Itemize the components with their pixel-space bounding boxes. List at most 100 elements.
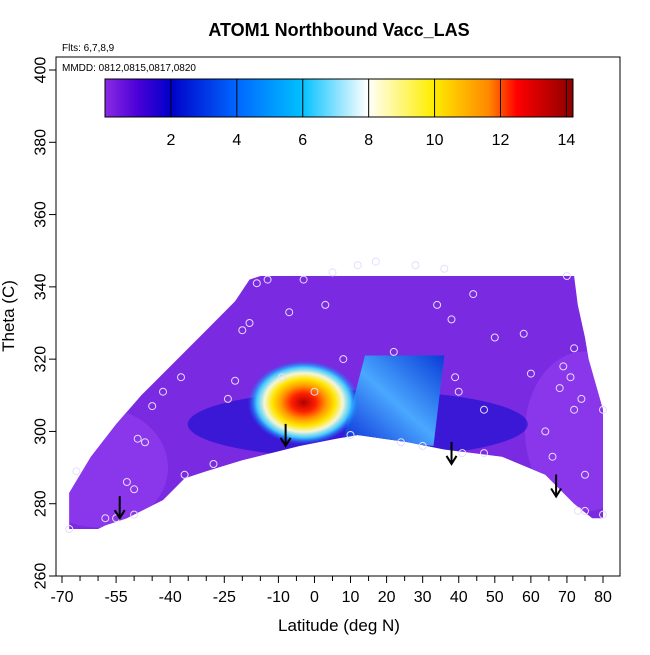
sample-points — [65, 257, 607, 533]
x-tick-label: 50 — [486, 589, 504, 606]
field-shading-left — [69, 407, 169, 528]
sample-point — [581, 506, 589, 515]
colorbar-tick-label: 2 — [166, 132, 175, 149]
colorbar-tick-label: 14 — [558, 132, 576, 149]
sample-point — [573, 506, 582, 515]
sample-point — [526, 369, 535, 378]
sample-point — [148, 402, 157, 411]
sample-point — [130, 485, 139, 494]
secondary-feature — [343, 355, 445, 446]
plot-frame — [55, 56, 621, 577]
sample-point — [245, 319, 254, 327]
colorbar-tick-label: 8 — [364, 132, 373, 149]
sample-point — [180, 470, 189, 479]
sample-point — [72, 467, 81, 476]
colorbar-tick-label: 10 — [426, 132, 444, 149]
sample-point — [389, 347, 398, 356]
sample-point — [570, 405, 579, 414]
colorbar-fill — [104, 78, 574, 118]
sample-point — [480, 405, 488, 414]
data-field — [69, 276, 603, 529]
sample-point — [252, 279, 261, 288]
sample-point — [101, 514, 110, 523]
sample-point — [346, 431, 355, 439]
y-tick-label: 280 — [33, 490, 50, 517]
sample-point — [469, 290, 478, 299]
sample-point — [433, 300, 442, 309]
sample-point — [451, 373, 460, 382]
x-tick-label: 60 — [522, 589, 540, 606]
sample-point — [480, 449, 488, 458]
arrow-markers — [113, 423, 562, 521]
sample-point — [223, 394, 232, 403]
x-tick-label: -10 — [267, 589, 290, 606]
sample-point — [130, 510, 139, 519]
colorbar-tick-label: 12 — [492, 132, 510, 149]
sample-point — [321, 300, 330, 309]
sample-point — [454, 387, 463, 396]
y-tick-label: 400 — [33, 57, 50, 84]
sample-point — [278, 373, 286, 382]
sample-point — [577, 394, 586, 403]
sample-point — [555, 384, 564, 393]
sample-point — [159, 387, 167, 396]
y-tick-label: 360 — [33, 201, 50, 228]
y-tick-label: 260 — [33, 563, 50, 590]
y-axis: 260 280 300 320 340 360 380 400 — [33, 57, 56, 590]
sample-point — [141, 438, 149, 447]
y-tick-label: 300 — [33, 418, 50, 445]
x-tick-label: 30 — [414, 589, 432, 606]
sample-point — [122, 478, 131, 486]
chart-title: ATOM1 Northbound Vacc_LAS — [208, 20, 469, 40]
sample-point — [65, 525, 74, 533]
x-tick-label: -25 — [213, 589, 236, 606]
sample-point — [310, 387, 319, 396]
x-tick-label: 20 — [378, 589, 396, 606]
sample-point — [440, 264, 449, 273]
arrow-marker — [445, 441, 458, 466]
x-tick-label: 70 — [558, 589, 576, 606]
sample-point — [519, 329, 528, 338]
sample-point — [566, 373, 575, 382]
sample-point — [231, 376, 240, 385]
dates-annotation: MMDD: 0812,0815,0817,0820 — [62, 63, 196, 74]
y-tick-label: 340 — [33, 273, 50, 300]
flights-annotation: Flts: 6,7,8,9 — [62, 43, 115, 54]
sample-point — [397, 438, 405, 447]
sample-point — [328, 268, 337, 277]
sample-point — [562, 272, 571, 280]
sample-point — [599, 510, 607, 519]
sample-point — [339, 355, 348, 364]
x-tick-label: -40 — [159, 589, 182, 606]
y-tick-label: 320 — [33, 346, 50, 373]
x-axis-label: Latitude (deg N) — [278, 616, 400, 635]
x-tick-label: 40 — [450, 589, 468, 606]
colorbar: 2 4 6 8 10 12 14 — [104, 78, 576, 149]
sample-point — [548, 452, 557, 461]
y-tick-label: 380 — [33, 129, 50, 156]
arrow-marker — [279, 423, 292, 448]
sample-point — [418, 441, 427, 450]
sample-point — [371, 257, 380, 266]
y-axis-label: Theta (C) — [0, 280, 18, 352]
sample-point — [209, 460, 218, 468]
sample-point — [541, 427, 550, 436]
x-axis: -70 -55 -40 -25 -10 0 10 20 30 40 50 60 70 80 — [50, 576, 612, 606]
arrow-marker — [113, 496, 126, 521]
sample-point — [490, 333, 499, 342]
sample-point — [599, 405, 607, 414]
sample-point — [581, 470, 589, 479]
sample-point — [458, 449, 467, 458]
arrow-marker — [550, 474, 562, 499]
sample-point — [238, 326, 247, 335]
x-tick-label: 10 — [342, 589, 360, 606]
field-shading-right — [524, 351, 603, 512]
sample-point — [353, 261, 362, 270]
sample-point — [411, 261, 420, 270]
sample-point — [177, 373, 185, 382]
x-tick-label: -70 — [50, 589, 73, 606]
sample-point — [559, 362, 568, 371]
x-tick-label: -55 — [105, 589, 128, 606]
sample-point — [133, 434, 142, 443]
